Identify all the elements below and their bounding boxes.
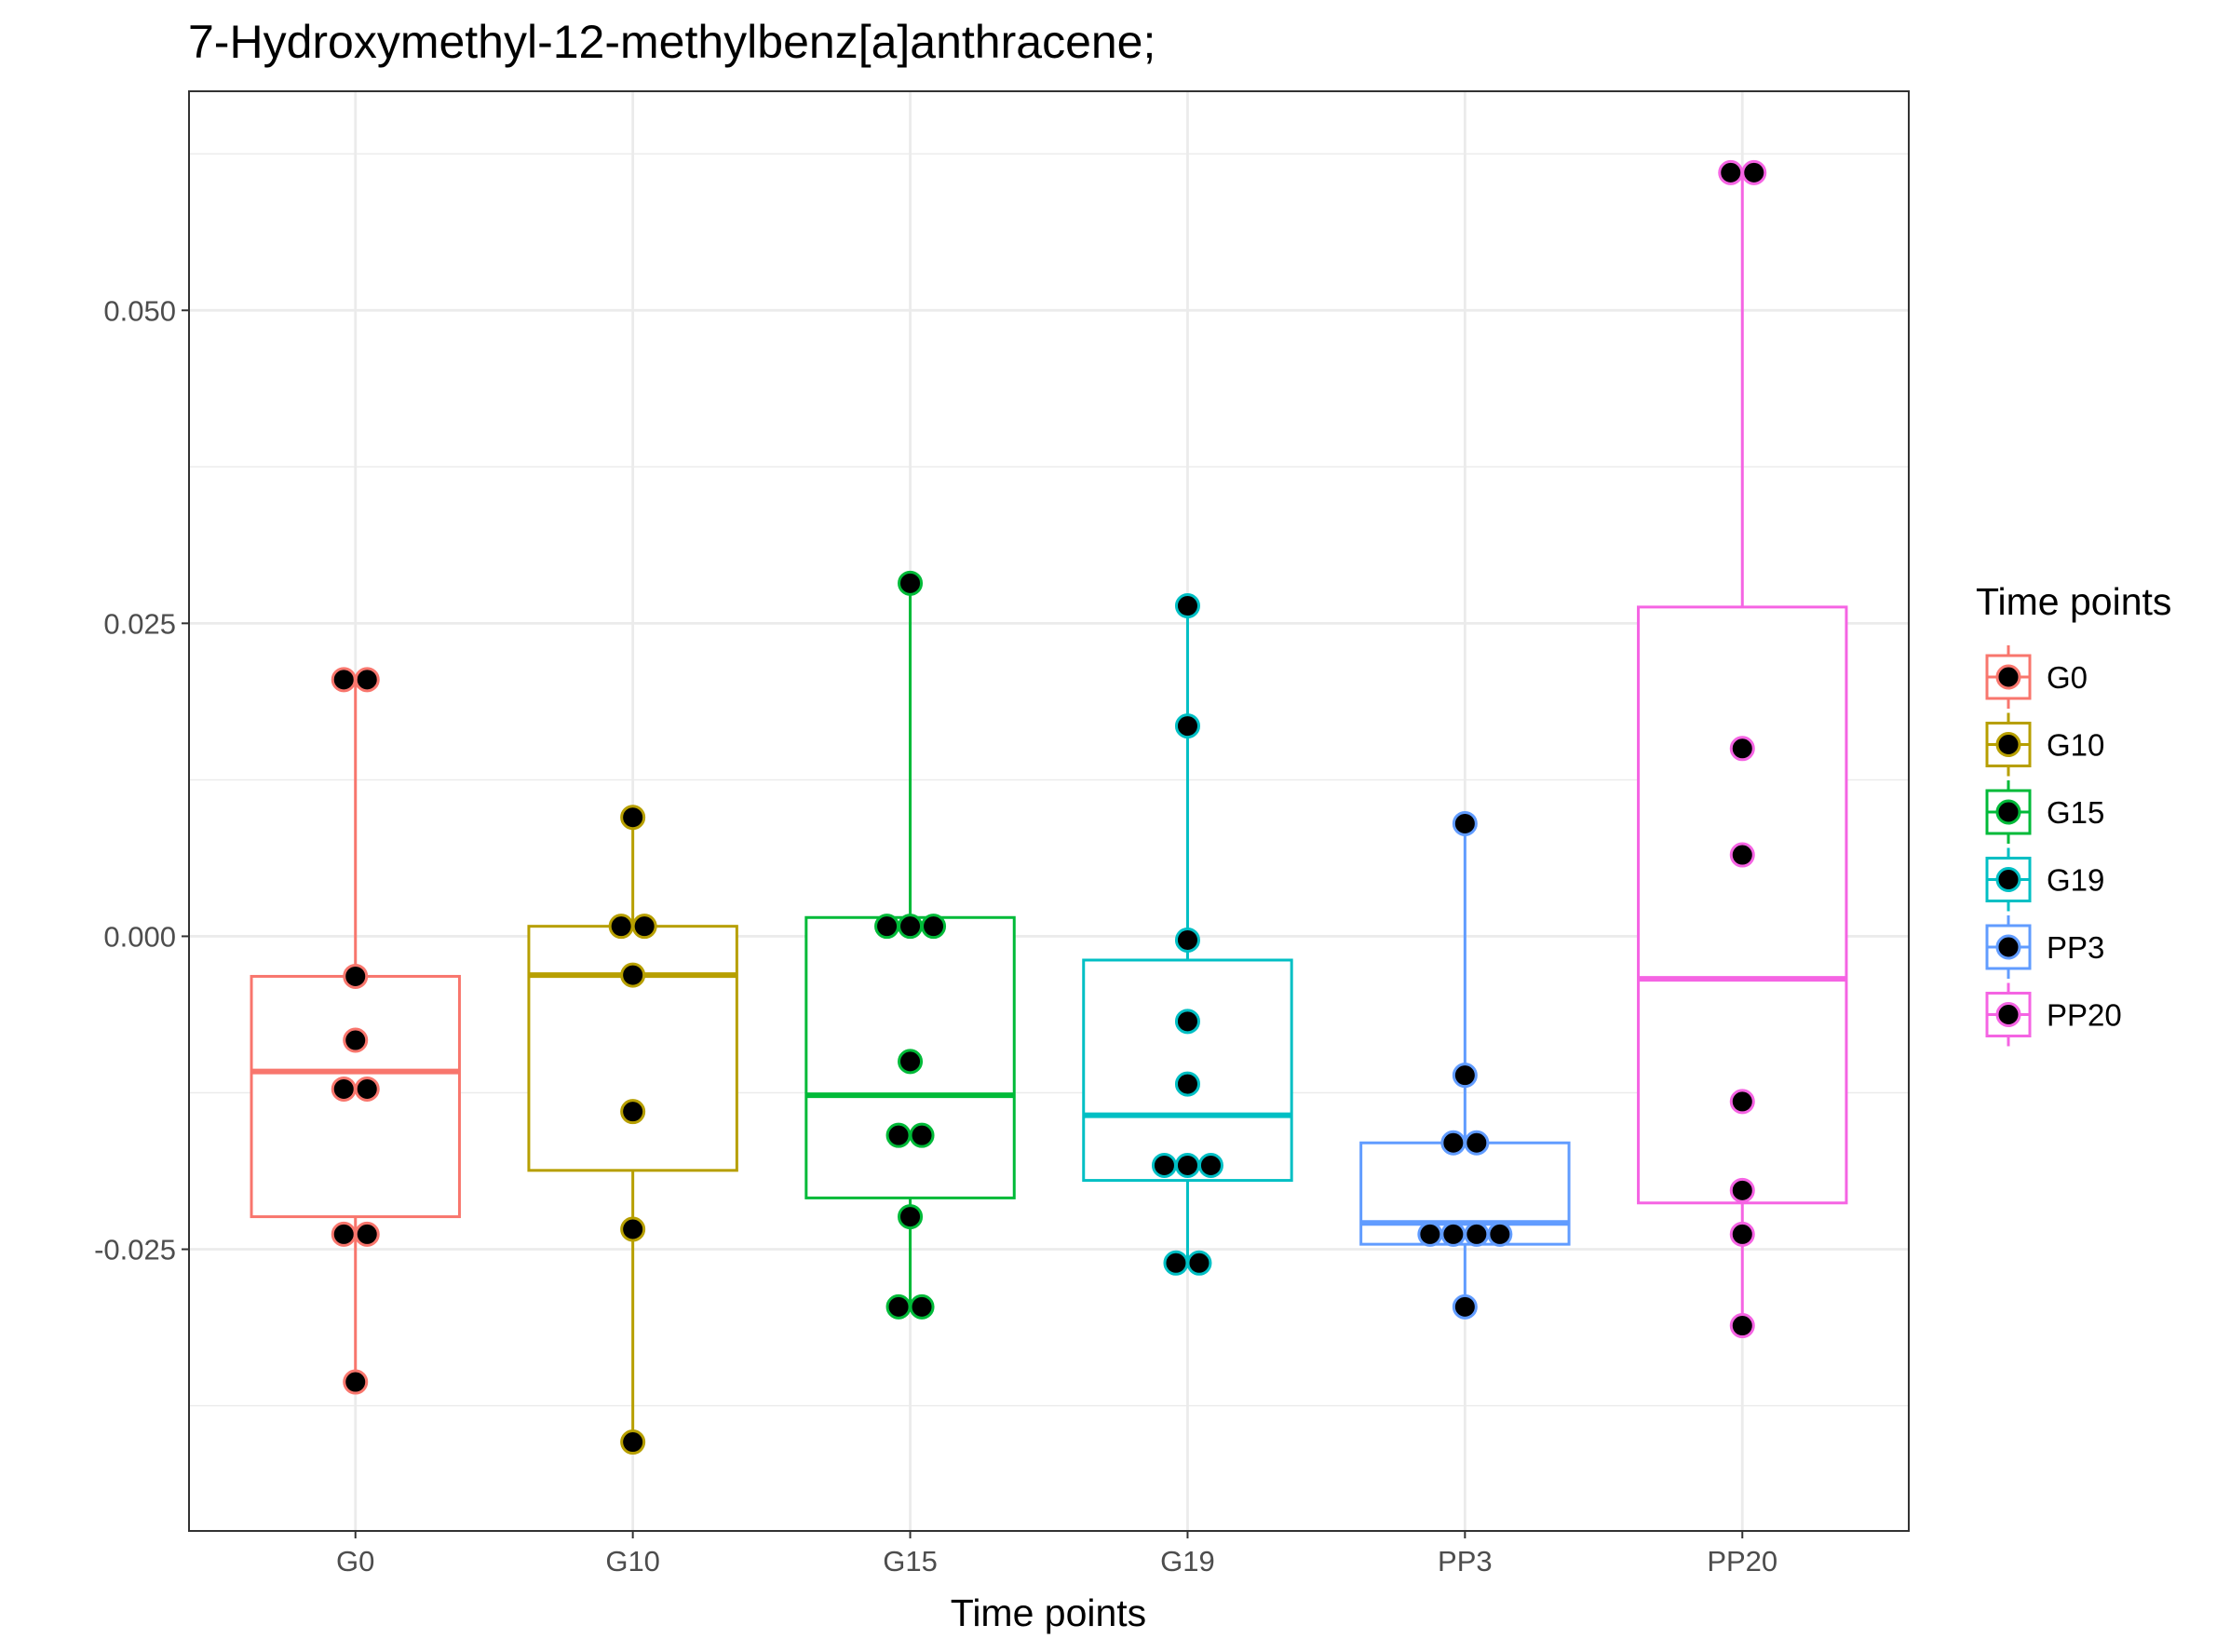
- data-point: [898, 914, 924, 940]
- box-g0: [250, 679, 461, 1383]
- legend-key-point: [1995, 664, 2021, 690]
- data-point: [921, 914, 947, 940]
- data-point: [1163, 1250, 1189, 1276]
- legend-label: PP20: [2047, 998, 2122, 1033]
- legend-label: G19: [2047, 863, 2104, 898]
- box-g19: [1082, 605, 1293, 1264]
- legend-label: PP3: [2047, 930, 2104, 965]
- legend-title: Time points: [1976, 580, 2171, 623]
- x-tick-label: G15: [883, 1545, 938, 1578]
- data-point: [1452, 1293, 1478, 1320]
- data-point: [1729, 1313, 1755, 1339]
- data-point: [1464, 1221, 1490, 1247]
- y-tick-label: 0.025: [103, 607, 176, 640]
- legend-label: G10: [2047, 728, 2104, 763]
- y-tick-label: 0.050: [103, 294, 176, 327]
- data-point: [1452, 1063, 1478, 1089]
- data-point: [631, 914, 657, 940]
- data-point: [1174, 593, 1200, 619]
- data-point: [1452, 810, 1478, 836]
- x-tick-label: G19: [1160, 1545, 1215, 1578]
- data-point: [1718, 159, 1744, 185]
- boxes: [250, 172, 1848, 1442]
- legend-key-point: [1995, 799, 2021, 825]
- data-point: [608, 914, 634, 940]
- box-iqr: [1359, 1141, 1571, 1246]
- data-point: [343, 963, 369, 989]
- x-axis: G0 G10 G15 G19 PP3 PP20: [336, 1531, 1777, 1578]
- x-tick-label: PP3: [1438, 1545, 1493, 1578]
- legend-item-pp3: PP3: [1985, 915, 2104, 979]
- data-point: [909, 1293, 935, 1320]
- data-point: [1174, 1152, 1200, 1178]
- data-point: [1174, 927, 1200, 953]
- data-point: [1729, 1221, 1755, 1247]
- legend-item-g19: G19: [1985, 847, 2104, 912]
- data-point: [1151, 1152, 1177, 1178]
- data-point: [1729, 1089, 1755, 1115]
- data-point: [898, 1049, 924, 1075]
- data-point: [1729, 842, 1755, 868]
- data-point: [1174, 713, 1200, 739]
- data-point: [620, 962, 646, 988]
- legend-key-point: [1995, 934, 2021, 960]
- legend-key-point: [1995, 1002, 2021, 1027]
- legend-item-g15: G15: [1985, 780, 2104, 844]
- data-point: [331, 667, 357, 693]
- box-iqr: [250, 974, 461, 1219]
- x-axis-title: Time points: [951, 1591, 1146, 1634]
- data-point: [885, 1122, 912, 1148]
- plot-panel-background: [189, 91, 1909, 1531]
- data-point: [909, 1122, 935, 1148]
- data-point: [620, 1429, 646, 1456]
- y-axis: -0.025 0.000 0.025 0.050: [94, 294, 189, 1266]
- data-point: [331, 1221, 357, 1247]
- data-point: [1186, 1250, 1212, 1276]
- data-point: [354, 1221, 380, 1247]
- legend-label: G15: [2047, 795, 2104, 830]
- data-point: [874, 914, 900, 940]
- legend-item-g0: G0: [1985, 645, 2088, 709]
- legend-key-point: [1995, 867, 2021, 892]
- data-point: [620, 1216, 646, 1242]
- plot-panel-border: [188, 90, 1910, 1532]
- data-point: [1487, 1221, 1513, 1247]
- data-point: [331, 1076, 357, 1102]
- data-point: [343, 1369, 369, 1395]
- x-tick-label: G0: [336, 1545, 374, 1578]
- data-point: [620, 805, 646, 831]
- data-point: [1197, 1152, 1223, 1178]
- data-point: [898, 570, 924, 596]
- y-tick-label: 0.000: [103, 920, 176, 953]
- legend: Time points G0 G10 G15 G19 PP3 PP20: [1976, 580, 2171, 1047]
- y-tick-label: -0.025: [94, 1234, 176, 1266]
- chart-title: 7-Hydroxymethyl-12-methylbenz[a]anthrace…: [188, 16, 1156, 68]
- data-point: [354, 1076, 380, 1102]
- data-points: [331, 159, 1767, 1456]
- data-point: [1417, 1221, 1443, 1247]
- data-point: [343, 1027, 369, 1053]
- data-point: [620, 1099, 646, 1125]
- x-tick-label: G10: [605, 1545, 660, 1578]
- data-point: [1440, 1130, 1466, 1156]
- data-point: [1741, 159, 1767, 185]
- data-point: [898, 1204, 924, 1230]
- x-tick-label: PP20: [1707, 1545, 1777, 1578]
- legend-item-g10: G10: [1985, 712, 2104, 777]
- data-point: [354, 667, 380, 693]
- data-point: [1464, 1130, 1490, 1156]
- box-iqr: [1082, 958, 1293, 1183]
- data-point: [1440, 1221, 1466, 1247]
- data-point: [885, 1293, 912, 1320]
- data-point: [1729, 1177, 1755, 1203]
- legend-key-point: [1995, 732, 2021, 757]
- data-point: [1174, 1071, 1200, 1097]
- data-point: [1729, 736, 1755, 762]
- legend-label: G0: [2047, 660, 2088, 695]
- data-point: [1174, 1009, 1200, 1035]
- legend-item-pp20: PP20: [1985, 982, 2122, 1047]
- box-pp3: [1359, 823, 1571, 1307]
